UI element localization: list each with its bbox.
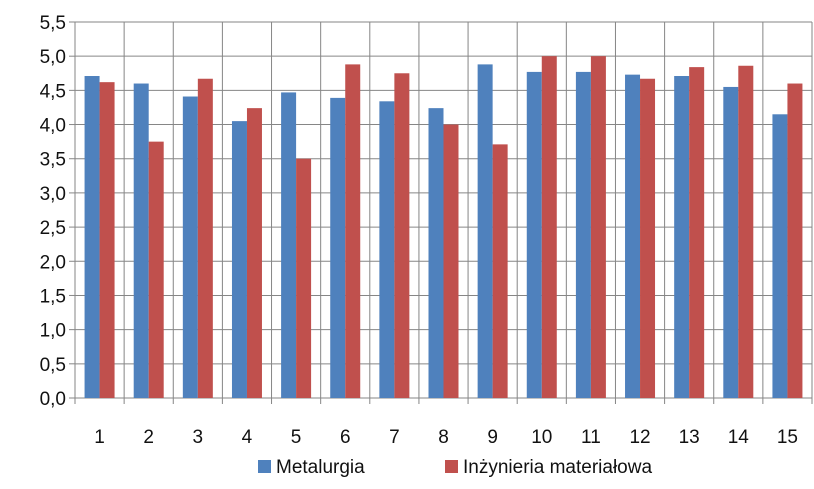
- y-tick-label: 1,0: [40, 321, 66, 342]
- y-axis-ticks: 0,0 0,5 1,0 1,5 2,0 2,5 3,0 3,5 4,0 4,5 5,0 5,5: [40, 13, 66, 410]
- y-tick-label: 4,5: [40, 81, 66, 102]
- bar-inzynieria-materialowa-7: [394, 73, 410, 398]
- bar-inzynieria-materialowa-4: [246, 108, 262, 398]
- bar-metalurgia-8: [428, 108, 444, 398]
- x-tick-label: 1: [94, 427, 105, 448]
- x-tick-label: 2: [143, 427, 154, 448]
- bar-metalurgia-4: [231, 121, 247, 399]
- y-tick-label: 3,0: [40, 184, 66, 205]
- bar-inzynieria-materialowa-14: [738, 65, 754, 399]
- bar-metalurgia-12: [625, 74, 641, 398]
- x-tick-label: 6: [340, 427, 351, 448]
- legend-swatch-metalurgia: [258, 460, 271, 473]
- bar-metalurgia-15: [772, 114, 788, 399]
- legend: Metalurgia Inżynieria materiałowa: [258, 457, 652, 478]
- legend-swatch-inzynieria-materialowa: [445, 460, 458, 473]
- bar-metalurgia-13: [674, 76, 690, 399]
- y-tick-label: 3,5: [40, 150, 66, 171]
- bar-metalurgia-7: [379, 101, 395, 398]
- bar-inzynieria-materialowa-2: [148, 141, 164, 399]
- y-tick-label: 0,0: [40, 389, 66, 410]
- y-tick-label: 2,0: [40, 252, 66, 273]
- bar-inzynieria-materialowa-8: [443, 124, 459, 398]
- bar-metalurgia-3: [182, 96, 198, 399]
- x-tick-label: 7: [389, 427, 400, 448]
- x-tick-label: 12: [629, 427, 650, 448]
- bar-inzynieria-materialowa-15: [787, 83, 803, 398]
- bar-metalurgia-10: [526, 71, 542, 398]
- bars-layer: [84, 56, 803, 399]
- bar-inzynieria-materialowa-10: [541, 56, 557, 398]
- bar-metalurgia-11: [575, 71, 591, 398]
- y-tick-label: 5,0: [40, 47, 66, 68]
- bar-metalurgia-9: [477, 64, 493, 399]
- bar-inzynieria-materialowa-12: [640, 78, 656, 398]
- x-axis-ticks: 1 2 3 4 5 6 7 8 9 10 11 12 13 14 15: [94, 427, 798, 448]
- x-tick-label: 9: [487, 427, 498, 448]
- y-tick-label: 0,5: [40, 355, 66, 376]
- x-tick-label: 10: [531, 427, 552, 448]
- y-tick-label: 5,5: [40, 13, 66, 34]
- bar-inzynieria-materialowa-1: [99, 82, 115, 398]
- bar-inzynieria-materialowa-9: [492, 144, 508, 398]
- bar-metalurgia-5: [281, 92, 297, 398]
- y-tick-label: 2,5: [40, 218, 66, 239]
- y-tick-label: 1,5: [40, 286, 66, 307]
- bar-metalurgia-2: [133, 83, 149, 398]
- bar-metalurgia-14: [723, 86, 739, 398]
- legend-label-metalurgia: Metalurgia: [276, 457, 365, 478]
- bar-inzynieria-materialowa-3: [197, 78, 213, 398]
- x-tick-label: 3: [193, 427, 204, 448]
- bar-metalurgia-6: [330, 97, 346, 398]
- x-tick-label: 5: [291, 427, 302, 448]
- bar-inzynieria-materialowa-6: [345, 64, 361, 399]
- bar-inzynieria-materialowa-11: [590, 56, 606, 398]
- y-tick-label: 4,0: [40, 116, 66, 137]
- bar-metalurgia-1: [84, 76, 100, 399]
- bar-inzynieria-materialowa-13: [689, 67, 705, 399]
- bar-inzynieria-materialowa-5: [296, 158, 312, 398]
- x-tick-label: 14: [728, 427, 750, 448]
- x-tick-label: 4: [242, 427, 253, 448]
- x-tick-label: 15: [777, 427, 798, 448]
- legend-label-inzynieria-materialowa: Inżynieria materiałowa: [463, 457, 652, 478]
- x-tick-label: 11: [581, 427, 601, 448]
- x-tick-label: 8: [438, 427, 449, 448]
- x-tick-label: 13: [679, 427, 700, 448]
